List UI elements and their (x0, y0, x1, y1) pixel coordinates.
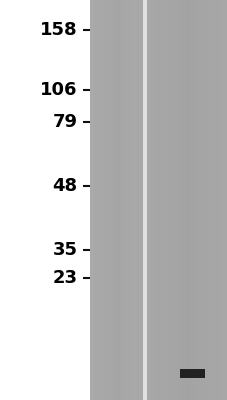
Text: 106: 106 (40, 81, 77, 99)
Bar (179, 369, 204, 378)
Bar (90, 0, 143, 400)
Text: 35: 35 (52, 241, 77, 259)
Bar (143, 0, 147, 400)
Bar (147, 0, 227, 400)
Text: 158: 158 (40, 21, 77, 39)
Text: 48: 48 (52, 177, 77, 195)
Text: 23: 23 (52, 269, 77, 287)
Text: 79: 79 (52, 113, 77, 131)
